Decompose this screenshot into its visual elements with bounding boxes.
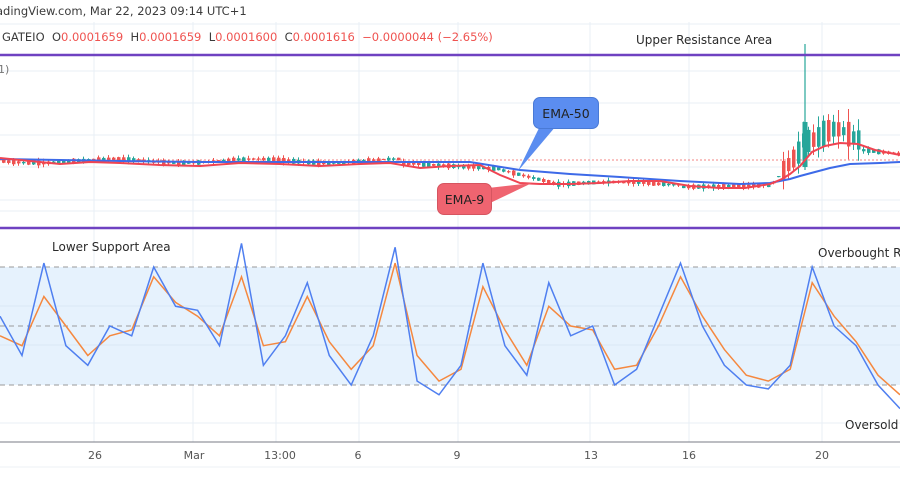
price-candles <box>2 44 900 192</box>
open-label: O <box>51 30 61 44</box>
ema9-line <box>0 141 900 189</box>
low-label: L <box>208 30 216 44</box>
stochastic-k-line <box>0 243 900 410</box>
low-value: 0.0001600 <box>215 30 278 44</box>
stochastic-d-line <box>0 262 900 396</box>
x-tick-label: 26 <box>88 449 102 462</box>
lower-support-annotation[interactable]: Lower Support Area <box>52 240 171 254</box>
ema50-line <box>0 158 900 186</box>
close-label: C <box>284 30 293 44</box>
overbought-annotation[interactable]: Overbought Re <box>818 246 900 260</box>
x-tick-label: 9 <box>453 449 461 462</box>
high-value: 0.0001659 <box>139 30 202 44</box>
exchange-label: GATEIO <box>2 30 45 44</box>
upper-resistance-annotation[interactable]: Upper Resistance Area <box>636 33 773 47</box>
x-tick-label: 16 <box>682 449 696 462</box>
x-tick-label: 13 <box>584 449 598 462</box>
indicator-legend: 1) <box>0 63 10 76</box>
ema50-callout-tail <box>518 126 556 171</box>
ema50-callout[interactable]: EMA-50 <box>533 97 599 129</box>
source-watermark: adingView.com, Mar 22, 2023 09:14 UTC+1 <box>0 4 247 18</box>
ema9-callout[interactable]: EMA-9 <box>437 183 492 215</box>
ohlc-legend: GATEIO O0.0001659 H0.0001659 L0.0001600 … <box>2 30 493 44</box>
change-value: −0.0000044 (−2.65%) <box>362 30 493 44</box>
oversold-annotation[interactable]: Oversold <box>845 418 899 432</box>
open-value: 0.0001659 <box>61 30 124 44</box>
close-value: 0.0001616 <box>292 30 355 44</box>
high-label: H <box>130 30 140 44</box>
x-tick-label: 13:00 <box>264 449 296 462</box>
x-tick-label: 6 <box>354 449 362 462</box>
x-tick-label: Mar <box>183 449 205 462</box>
ema9-callout-tail <box>488 183 532 204</box>
x-tick-label: 20 <box>815 449 829 462</box>
